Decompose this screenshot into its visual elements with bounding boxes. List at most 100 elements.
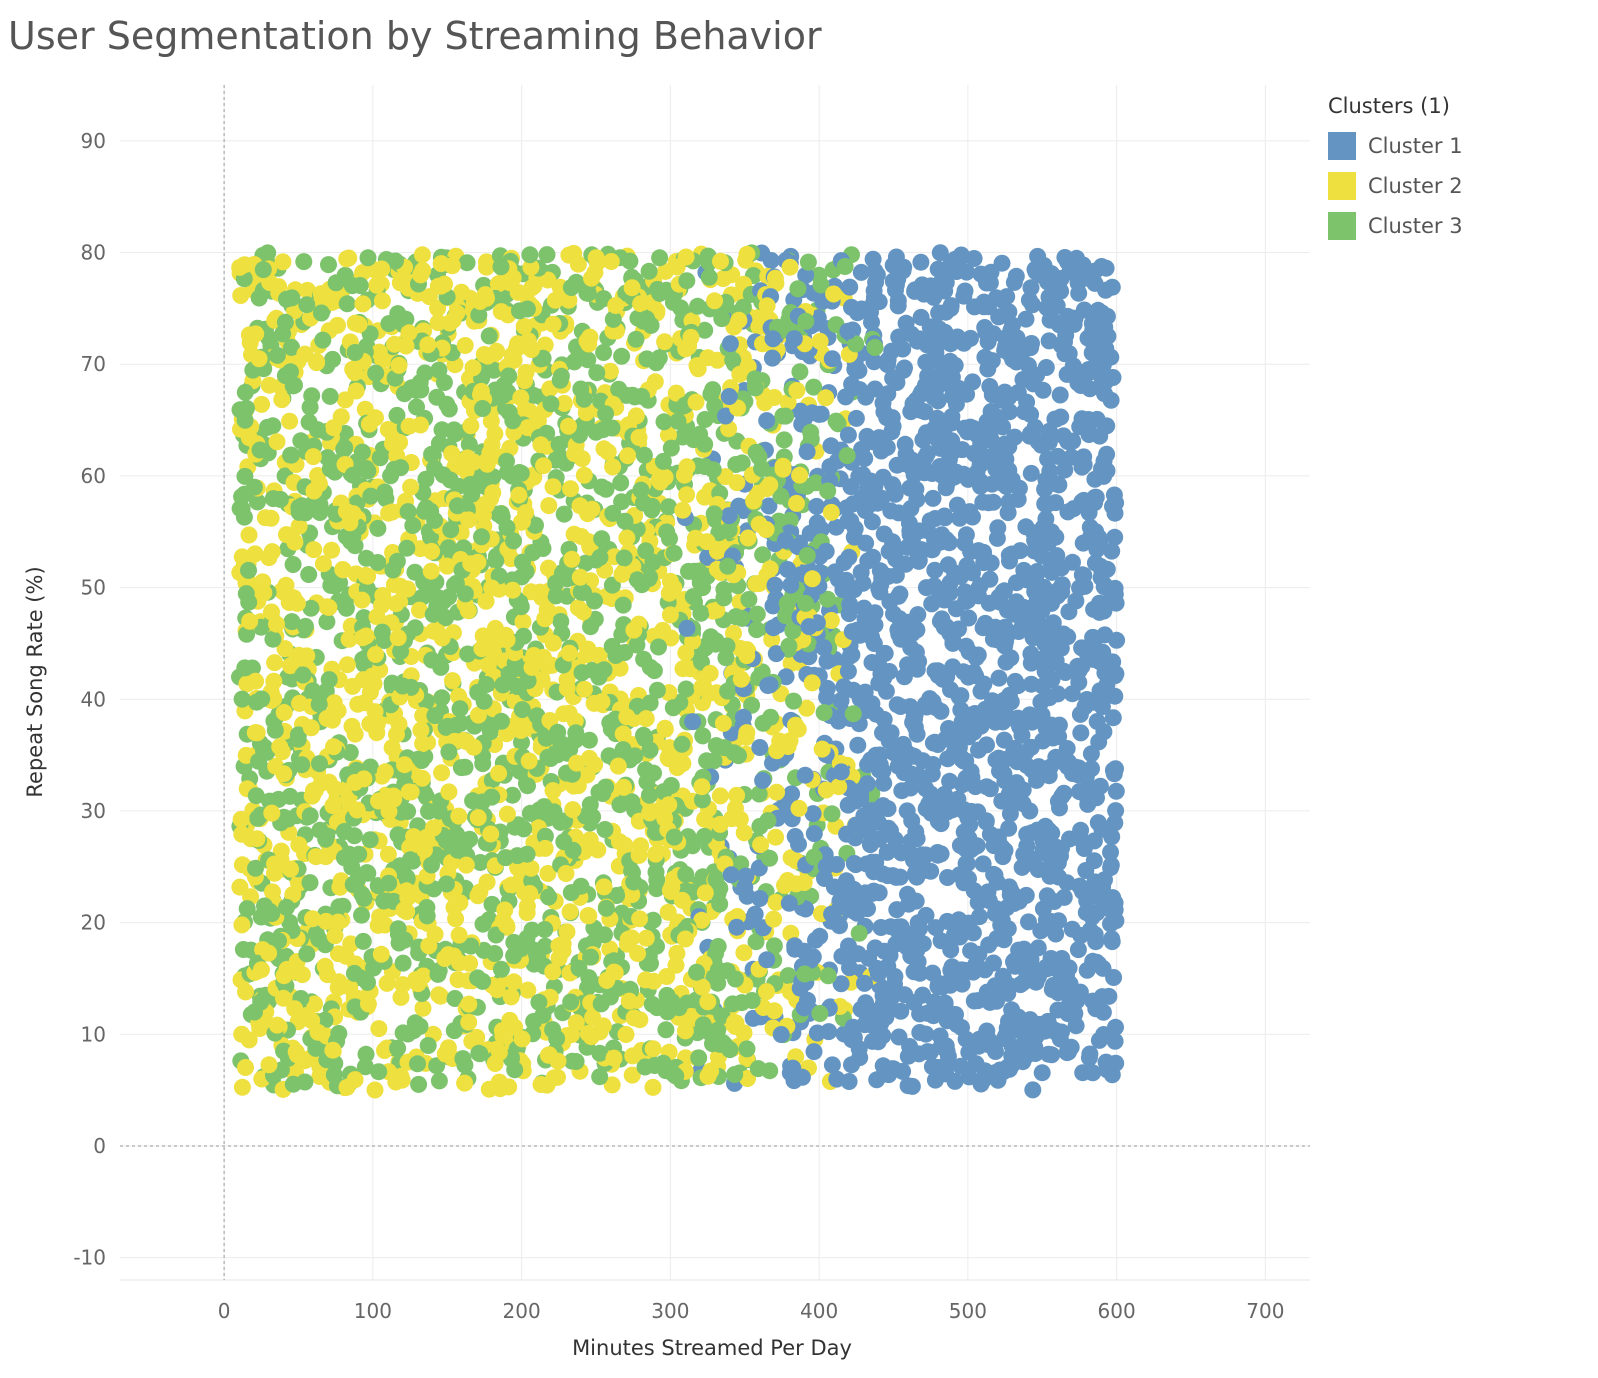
cluster-1-point [1050,728,1068,746]
cluster-1-point [764,330,782,348]
cluster-1-point [940,534,958,552]
cluster-1-point [817,857,835,875]
cluster-3-point [373,623,391,641]
cluster-3-point [473,528,490,546]
cluster-2-point [618,529,636,547]
cluster-1-point [823,350,841,368]
cluster-3-point [423,445,441,463]
cluster-2-point [708,542,726,560]
cluster-1-point [1009,490,1027,508]
cluster-2-point [419,336,437,354]
cluster-2-point [350,315,368,333]
cluster-2-point [450,807,468,825]
cluster-2-point [296,345,314,363]
cluster-3-point [423,651,441,669]
cluster-3-point [428,388,446,406]
cluster-2-point [420,937,438,955]
cluster-1-point [865,1002,883,1020]
cluster-3-point [458,254,476,272]
cluster-1-point [1007,267,1025,285]
cluster-3-point [314,331,332,349]
cluster-2-point [725,624,742,642]
cluster-3-point [777,407,795,425]
cluster-2-point [374,587,392,604]
cluster-1-point [995,765,1013,783]
cluster-3-point [353,906,370,924]
cluster-1-point [924,964,942,982]
cluster-2-point [727,799,744,817]
cluster-3-point [798,547,816,564]
cluster-2-point [474,506,492,524]
cluster-3-point [345,964,363,982]
cluster-3-point [304,682,322,700]
cluster-2-point [371,908,389,926]
cluster-1-point [751,739,769,756]
cluster-1-point [1034,832,1052,850]
cluster-1-point [827,913,844,931]
cluster-1-point [784,1059,802,1077]
cluster-2-point [515,317,533,335]
cluster-1-point [947,395,965,413]
cluster-1-point [1058,966,1075,984]
cluster-3-point [276,367,294,385]
cluster-2-point [422,562,440,580]
cluster-2-point [240,526,258,544]
cluster-3-point [765,937,783,955]
zero-lines [120,85,1310,1280]
cluster-3-point [694,727,712,745]
cluster-3-point [359,249,377,267]
cluster-1-point [886,485,904,503]
cluster-1-point [834,581,852,599]
cluster-3-point [318,613,336,631]
cluster-1-point [875,774,893,792]
cluster-2-point [237,1059,254,1076]
cluster-1-point [1059,433,1077,450]
cluster-3-point [416,364,434,382]
cluster-1-point [1047,652,1065,670]
cluster-1-point [979,333,997,351]
cluster-3-point [238,900,256,918]
cluster-3-point [278,898,295,916]
cluster-1-point [842,478,860,496]
cluster-2-point [696,810,714,828]
cluster-3-point [551,371,569,389]
cluster-2-point [276,640,294,658]
cluster-2-point [329,979,347,997]
cluster-1-point [976,1062,994,1080]
cluster-1-point [985,865,1003,883]
cluster-2-point [594,1017,612,1035]
cluster-2-point [576,680,593,698]
cluster-3-point [417,470,435,488]
cluster-2-point [379,421,397,438]
cluster-3-point [391,310,409,327]
cluster-1-point [1086,274,1104,292]
cluster-1-point [896,986,914,1004]
cluster-1-point [1006,672,1024,690]
cluster-1-point [912,253,930,271]
cluster-1-point [951,866,968,884]
cluster-1-point [777,668,795,686]
cluster-1-point [1091,653,1109,671]
cluster-2-point [400,324,418,342]
cluster-3-point [749,1060,767,1078]
cluster-1-point [1026,531,1044,549]
cluster-3-point [677,865,695,883]
cluster-2-point [450,926,468,944]
cluster-1-point [914,986,932,1004]
cluster-1-point [985,954,1002,972]
cluster-2-point [731,365,749,383]
cluster-2-point [326,927,344,945]
cluster-2-point [233,825,251,843]
cluster-1-point [869,494,886,512]
cluster-1-point [904,395,922,413]
cluster-3-point [621,252,639,270]
cluster-2-point [605,1049,623,1067]
cluster-2-point [233,916,251,934]
cluster-2-point [661,606,679,624]
cluster-1-point [1037,510,1055,528]
cluster-1-point [783,785,801,803]
cluster-1-point [1039,495,1057,513]
cluster-2-point [766,269,784,287]
cluster-1-point [1013,344,1031,362]
cluster-3-point [419,585,437,603]
